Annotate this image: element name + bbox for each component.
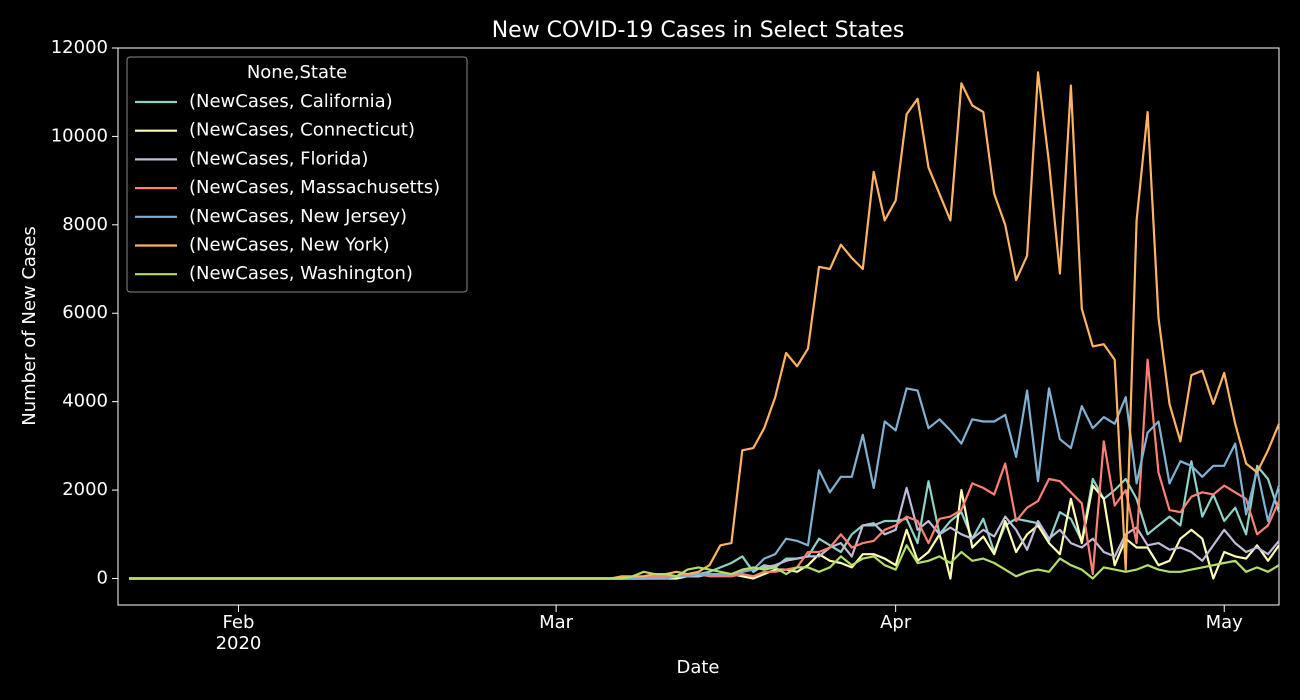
- plot-frame: [117, 47, 1280, 606]
- x-axis-label: Date: [676, 657, 719, 678]
- legend-label: (NewCases, New York): [189, 235, 390, 256]
- legend-label: (NewCases, New Jersey): [189, 206, 407, 227]
- legend-label: (NewCases, Florida): [189, 148, 368, 169]
- y-axis-label: Number of New Cases: [19, 226, 40, 426]
- x-year-label: 2020: [216, 633, 262, 654]
- y-tick-label: 12000: [51, 37, 108, 58]
- legend-label: (NewCases, Connecticut): [189, 120, 415, 141]
- y-tick-label: 0: [97, 567, 108, 588]
- x-tick-label: Mar: [539, 612, 574, 633]
- legend-label: (NewCases, Massachusetts): [189, 177, 440, 198]
- legend-label: (NewCases, California): [189, 91, 393, 112]
- legend-title: None,State: [247, 62, 347, 83]
- y-tick-label: 2000: [62, 479, 108, 500]
- legend: None,State (NewCases, California) (NewCase…: [126, 56, 468, 293]
- y-tick-label: 4000: [62, 391, 108, 412]
- y-tick-label: 10000: [51, 125, 108, 146]
- x-tick-label: May: [1206, 612, 1244, 633]
- x-tick-label: Feb: [223, 612, 255, 633]
- legend-box: [126, 56, 468, 293]
- legend-label: (NewCases, Washington): [189, 263, 413, 284]
- series-line: [129, 544, 1280, 580]
- chart-title: New COVID-19 Cases in Select States: [492, 18, 905, 43]
- x-tick-label: Apr: [880, 612, 912, 633]
- y-tick-label: 6000: [62, 302, 108, 323]
- y-tick-label: 8000: [62, 214, 108, 235]
